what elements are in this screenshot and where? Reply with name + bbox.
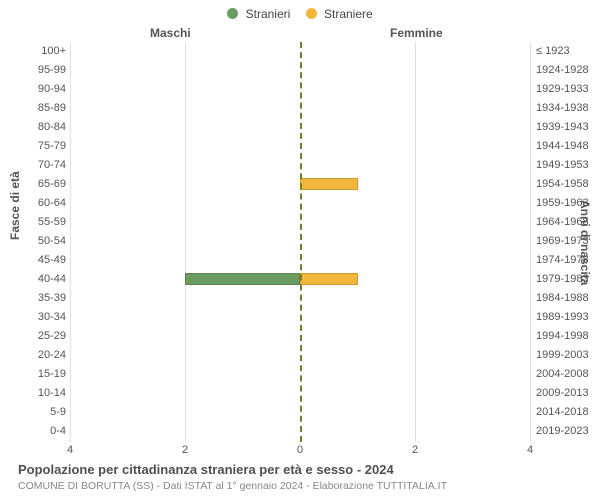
ytick-birth: 1969-1973 bbox=[536, 232, 600, 251]
ytick-age: 10-14 bbox=[0, 384, 66, 403]
ytick-birth: 1929-1933 bbox=[536, 80, 600, 99]
column-header-female: Femmine bbox=[390, 26, 443, 40]
chart-subtitle: COMUNE DI BORUTTA (SS) - Dati ISTAT al 1… bbox=[18, 480, 447, 492]
chart-title: Popolazione per cittadinanza straniera p… bbox=[18, 462, 394, 477]
ytick-birth: 1949-1953 bbox=[536, 156, 600, 175]
legend-item-female: Straniere bbox=[306, 6, 373, 21]
ytick-age: 45-49 bbox=[0, 251, 66, 270]
bar-female bbox=[300, 178, 358, 190]
ytick-birth: 1939-1943 bbox=[536, 118, 600, 137]
gridline bbox=[530, 42, 531, 442]
ytick-age: 50-54 bbox=[0, 232, 66, 251]
legend-swatch-male bbox=[227, 8, 238, 19]
ytick-age: 65-69 bbox=[0, 175, 66, 194]
column-header-male: Maschi bbox=[150, 26, 191, 40]
gridline bbox=[415, 42, 416, 442]
ytick-birth: 1944-1948 bbox=[536, 137, 600, 156]
legend-item-male: Stranieri bbox=[227, 6, 290, 21]
ytick-age: 5-9 bbox=[0, 403, 66, 422]
ytick-age: 60-64 bbox=[0, 194, 66, 213]
ytick-age: 55-59 bbox=[0, 213, 66, 232]
ytick-age: 90-94 bbox=[0, 80, 66, 99]
gridline bbox=[70, 42, 71, 442]
ytick-birth: 1974-1978 bbox=[536, 251, 600, 270]
ytick-birth: 1954-1958 bbox=[536, 175, 600, 194]
xtick: 2 bbox=[182, 444, 188, 456]
xtick: 4 bbox=[67, 444, 73, 456]
ytick-age: 15-19 bbox=[0, 365, 66, 384]
ytick-age: 100+ bbox=[0, 42, 66, 61]
ytick-birth: 1999-2003 bbox=[536, 346, 600, 365]
legend-swatch-female bbox=[306, 8, 317, 19]
ytick-age: 35-39 bbox=[0, 289, 66, 308]
ytick-age: 40-44 bbox=[0, 270, 66, 289]
bar-male bbox=[185, 273, 300, 285]
ytick-birth: 1979-1983 bbox=[536, 270, 600, 289]
ytick-age: 80-84 bbox=[0, 118, 66, 137]
ytick-age: 95-99 bbox=[0, 61, 66, 80]
ytick-birth: 2009-2013 bbox=[536, 384, 600, 403]
legend-label-female: Straniere bbox=[324, 7, 373, 21]
ytick-birth: ≤ 1923 bbox=[536, 42, 600, 61]
ytick-age: 75-79 bbox=[0, 137, 66, 156]
xtick: 4 bbox=[527, 444, 533, 456]
xtick: 2 bbox=[412, 444, 418, 456]
ytick-birth: 1984-1988 bbox=[536, 289, 600, 308]
ytick-birth: 1959-1963 bbox=[536, 194, 600, 213]
ytick-birth: 1924-1928 bbox=[536, 61, 600, 80]
gridline bbox=[185, 42, 186, 442]
ytick-birth: 2004-2008 bbox=[536, 365, 600, 384]
pyramid-chart: Stranieri Straniere Maschi Femmine Fasce… bbox=[0, 0, 600, 500]
ytick-age: 20-24 bbox=[0, 346, 66, 365]
ytick-birth: 1989-1993 bbox=[536, 308, 600, 327]
ytick-birth: 1994-1998 bbox=[536, 327, 600, 346]
ytick-birth: 1934-1938 bbox=[536, 99, 600, 118]
ytick-age: 30-34 bbox=[0, 308, 66, 327]
bar-female bbox=[300, 273, 358, 285]
ytick-birth: 1964-1968 bbox=[536, 213, 600, 232]
xtick: 0 bbox=[297, 444, 303, 456]
legend: Stranieri Straniere bbox=[0, 6, 600, 21]
ytick-age: 85-89 bbox=[0, 99, 66, 118]
ytick-birth: 2014-2018 bbox=[536, 403, 600, 422]
ytick-age: 70-74 bbox=[0, 156, 66, 175]
plot-area bbox=[70, 42, 530, 442]
legend-label-male: Stranieri bbox=[246, 7, 291, 21]
ytick-age: 25-29 bbox=[0, 327, 66, 346]
center-divider bbox=[300, 42, 302, 442]
ytick-birth: 2019-2023 bbox=[536, 422, 600, 441]
ytick-age: 0-4 bbox=[0, 422, 66, 441]
